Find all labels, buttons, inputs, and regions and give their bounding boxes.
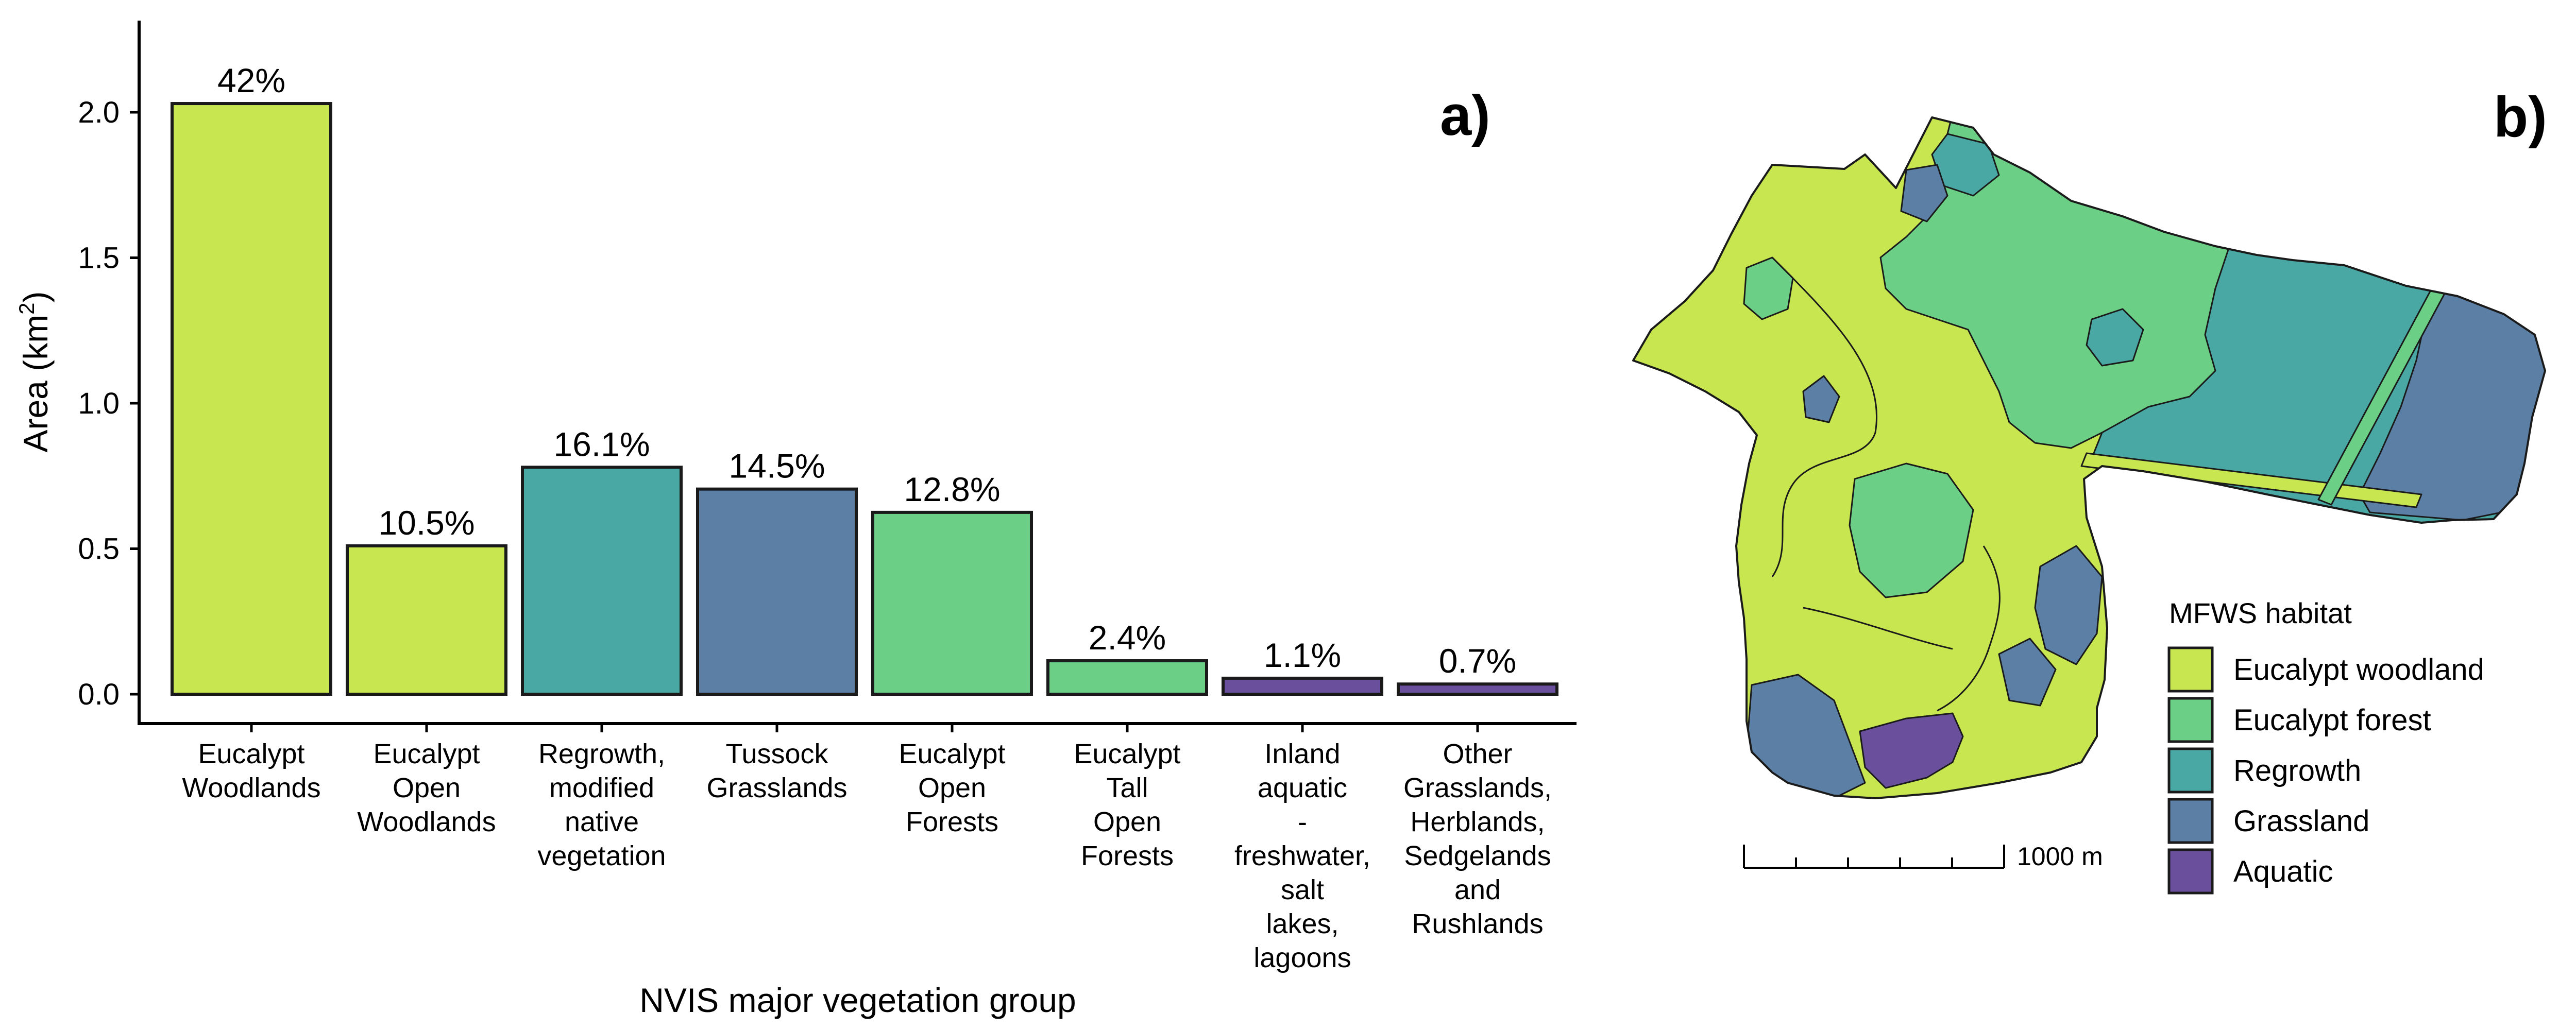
habitat-map bbox=[1633, 117, 2545, 798]
x-category-label: Eucalypt Open Woodlands bbox=[357, 739, 496, 837]
aquatic-area bbox=[1859, 712, 1964, 789]
x-category-label: Other Grasslands, Herblands, Sedgelands and R… bbox=[1403, 739, 1552, 939]
regrowth-patch-mid bbox=[2086, 308, 2144, 367]
scale-bar bbox=[1743, 845, 2005, 869]
bar bbox=[346, 544, 507, 696]
legend-swatch bbox=[2167, 747, 2214, 794]
x-category-label: Inland aquatic -freshwater, salt lakes, lagoo… bbox=[1234, 739, 1370, 973]
bar bbox=[1397, 682, 1558, 696]
x-category-label: Tussock Grasslands bbox=[706, 739, 847, 803]
legend-label: Eucalypt forest bbox=[2233, 703, 2431, 737]
map-legend: MFWS habitat Eucalypt woodland Eucalypt f… bbox=[2167, 597, 2484, 895]
bar-value-label: 1.1% bbox=[1264, 636, 1341, 674]
x-category-label: Regrowth, modified native vegetation bbox=[537, 739, 666, 871]
legend-swatch bbox=[2167, 646, 2214, 693]
scale-bar-label: 1000 m bbox=[2017, 842, 2103, 871]
legend-label: Grassland bbox=[2233, 804, 2369, 838]
legend-items: Eucalypt woodland Eucalypt forest Regrowth… bbox=[2167, 646, 2484, 895]
y-tick-label: 1.5 bbox=[78, 242, 120, 275]
bar bbox=[871, 510, 1033, 696]
panel-label-b: b) bbox=[2494, 85, 2547, 149]
boundary-line-2 bbox=[1937, 545, 2001, 712]
bar-value-label: 12.8% bbox=[904, 470, 1000, 508]
x-category-label: Eucalypt Open Forests bbox=[899, 739, 1005, 837]
grassland-patch-5 bbox=[1998, 638, 2057, 707]
bar bbox=[1046, 659, 1208, 696]
bar-value-label: 2.4% bbox=[1089, 619, 1166, 657]
bars: 42% 10.5% 16.1% 14.5% 12.8% 2.4% 1.1% 0.7% bbox=[171, 61, 1558, 696]
y-tick-label: 0.0 bbox=[78, 678, 120, 711]
panel-label-a: a) bbox=[1440, 84, 1490, 147]
y-tick-label: 1.0 bbox=[78, 387, 120, 420]
boundary-line-1 bbox=[1771, 256, 1878, 577]
bar-value-label: 0.7% bbox=[1439, 642, 1516, 680]
legend-title: MFWS habitat bbox=[2169, 597, 2352, 629]
bar-value-label: 16.1% bbox=[553, 425, 650, 463]
habitat-map-panel: b) bbox=[1632, 85, 2547, 895]
bar-value-label: 42% bbox=[217, 61, 285, 99]
grassland-patch-1 bbox=[2034, 545, 2103, 665]
bar bbox=[1222, 676, 1383, 696]
legend-label: Aquatic bbox=[2233, 855, 2333, 888]
x-category-label: Eucalypt Tall Open Forests bbox=[1074, 739, 1180, 871]
legend-swatch bbox=[2167, 848, 2214, 895]
x-category-labels: Eucalypt Woodlands Eucalypt Open Woodlands Re… bbox=[182, 724, 1552, 973]
boundary-line-3 bbox=[1803, 607, 1953, 650]
legend-swatch bbox=[2167, 798, 2214, 844]
bar bbox=[521, 466, 683, 696]
bar-value-label: 10.5% bbox=[378, 504, 474, 542]
x-axis-title: NVIS major vegetation group bbox=[639, 981, 1076, 1019]
y-tick-label: 2.0 bbox=[78, 96, 120, 129]
bar bbox=[696, 487, 858, 696]
bar-chart-panel: 0.0 0.5 1.0 1.5 2.0 42% 10.5% 16.1% 14.5% 12.8% 2… bbox=[14, 21, 1577, 1019]
forest-central-area bbox=[1849, 462, 1974, 598]
grassland-patch-3 bbox=[1900, 164, 1948, 222]
bar-value-label: 14.5% bbox=[728, 447, 825, 485]
site-outline bbox=[1632, 116, 2546, 799]
grassland-patch-4 bbox=[1802, 375, 1840, 423]
bar bbox=[171, 102, 332, 696]
x-category-label: Eucalypt Woodlands bbox=[182, 739, 320, 803]
legend-label: Eucalypt woodland bbox=[2233, 653, 2484, 686]
y-ticks: 0.0 0.5 1.0 1.5 2.0 bbox=[78, 96, 139, 711]
y-axis-title: Area (km2) bbox=[14, 291, 55, 452]
legend-swatch bbox=[2167, 697, 2214, 743]
y-tick-label: 0.5 bbox=[78, 533, 120, 566]
legend-label: Regrowth bbox=[2233, 754, 2361, 787]
